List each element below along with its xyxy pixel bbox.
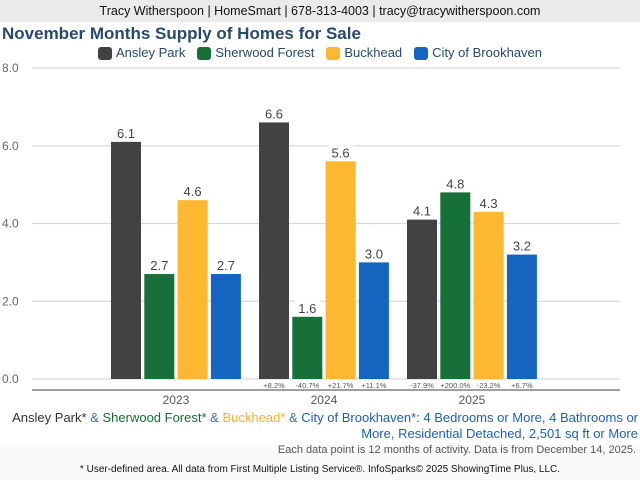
bar-buckhead-2024 bbox=[325, 161, 356, 379]
bar-city-of-brookhaven-2025 bbox=[506, 254, 537, 379]
legend-item-city-of-brookhaven[interactable]: City of Brookhaven bbox=[414, 45, 542, 61]
data-label-background bbox=[179, 184, 206, 200]
criteria-description-line-1: Ansley Park* & Sherwood Forest* & Buckhe… bbox=[2, 410, 638, 426]
bar-sherwood-forest-2025 bbox=[440, 192, 471, 379]
legend-label: Sherwood Forest bbox=[215, 45, 315, 60]
area-city-of-brookhaven: City of Brookhaven* bbox=[301, 410, 417, 425]
ampersand: & bbox=[210, 410, 219, 425]
footer-background bbox=[0, 445, 640, 480]
area-sherwood-forest: Sherwood Forest* bbox=[102, 410, 207, 425]
data-label: 2.7 bbox=[150, 258, 168, 273]
data-label: 3.2 bbox=[513, 239, 531, 254]
legend-item-buckhead[interactable]: Buckhead bbox=[326, 45, 402, 61]
legend-item-sherwood-forest[interactable]: Sherwood Forest bbox=[197, 45, 314, 61]
data-label-background bbox=[442, 176, 469, 192]
data-label-background bbox=[294, 300, 321, 316]
bar-sherwood-forest-2024 bbox=[292, 316, 323, 379]
criteria-line-2: More, Residential Detached, 2,501 sq ft … bbox=[361, 426, 638, 441]
data-label: 4.1 bbox=[413, 204, 431, 219]
change-label: +6.7% bbox=[511, 381, 533, 390]
bar-city-of-brookhaven-2023 bbox=[210, 274, 241, 379]
data-label-background bbox=[261, 106, 287, 122]
y-tick-label: 0.0 bbox=[2, 372, 19, 386]
bar-ansley-park-2023 bbox=[111, 141, 141, 379]
bar-buckhead-2023 bbox=[177, 200, 208, 379]
legend-swatch bbox=[97, 46, 112, 60]
footer-disclaimer: * User-defined area. All data from First… bbox=[79, 464, 561, 475]
change-label: +21.7% bbox=[328, 381, 354, 390]
y-tick-label: 6.0 bbox=[2, 139, 19, 153]
bar-ansley-park-2025 bbox=[407, 219, 437, 379]
change-label: -40.7% bbox=[295, 381, 319, 390]
y-tick-label: 4.0 bbox=[2, 217, 19, 231]
x-tick-label: 2023 bbox=[163, 393, 190, 407]
data-label-background bbox=[146, 258, 173, 274]
ampersand: & bbox=[288, 410, 298, 425]
legend-swatch bbox=[197, 46, 212, 60]
legend-swatch bbox=[326, 46, 341, 60]
area-buckhead: Buckhead* bbox=[222, 410, 286, 425]
data-label-background bbox=[475, 195, 502, 211]
change-label: -23.2% bbox=[477, 381, 501, 390]
data-label: 5.6 bbox=[332, 145, 350, 160]
change-label: -37.9% bbox=[410, 381, 434, 390]
bar-buckhead-2025 bbox=[473, 211, 504, 379]
data-label: 3.0 bbox=[365, 246, 383, 261]
legend-label: Buckhead bbox=[344, 45, 403, 60]
x-tick-label: 2025 bbox=[459, 393, 486, 407]
data-label-background bbox=[360, 246, 387, 262]
data-label-background bbox=[113, 125, 139, 141]
data-note: Each data point is 12 months of activity… bbox=[277, 444, 636, 456]
data-label-background bbox=[409, 203, 435, 219]
bar-city-of-brookhaven-2024 bbox=[358, 262, 389, 379]
criteria-line-1: : 4 Bedrooms or More, 4 Bathrooms or bbox=[416, 410, 638, 425]
change-label: +200.0% bbox=[440, 381, 470, 390]
change-label: +8.2% bbox=[263, 381, 285, 390]
data-label: 6.1 bbox=[117, 126, 135, 141]
data-label-background bbox=[508, 238, 535, 254]
legend-swatch bbox=[414, 46, 429, 60]
y-tick-label: 8.0 bbox=[2, 61, 19, 75]
data-label: 4.8 bbox=[446, 176, 464, 191]
bar-sherwood-forest-2023 bbox=[144, 274, 175, 379]
legend-label: City of Brookhaven bbox=[432, 45, 543, 60]
legend-label: Ansley Park bbox=[115, 45, 186, 60]
legend-item-ansley-park[interactable]: Ansley Park bbox=[97, 45, 186, 61]
change-label: +11.1% bbox=[361, 381, 386, 390]
ampersand: & bbox=[90, 410, 99, 425]
chart-title: November Months Supply of Homes for Sale bbox=[2, 24, 361, 43]
data-label: 1.6 bbox=[298, 301, 316, 316]
criteria-description: Ansley Park* & Sherwood Forest* & Buckhe… bbox=[2, 410, 638, 442]
data-label: 4.3 bbox=[480, 196, 498, 211]
data-label: 6.6 bbox=[265, 106, 283, 121]
criteria-description-line-2: More, Residential Detached, 2,501 sq ft … bbox=[2, 426, 638, 442]
data-label-background bbox=[212, 258, 239, 274]
data-label-background bbox=[327, 145, 354, 161]
bar-chart: 0.0 2.0 4.0 6.0 8.0 6.1 2.7 4.6 2.7 2023 6.6 +8.2% 1… bbox=[2, 61, 620, 407]
legend: Ansley Park Sherwood Forest Buckhead Cit… bbox=[0, 45, 640, 61]
data-label: 2.7 bbox=[217, 258, 235, 273]
data-label: 4.6 bbox=[184, 184, 202, 199]
bar-ansley-park-2024 bbox=[259, 122, 289, 380]
x-tick-label: 2024 bbox=[311, 393, 338, 407]
y-tick-label: 2.0 bbox=[2, 294, 19, 308]
area-ansley-park: Ansley Park* bbox=[12, 410, 87, 425]
contact-header: Tracy Witherspoon | HomeSmart | 678-313-… bbox=[0, 0, 640, 22]
